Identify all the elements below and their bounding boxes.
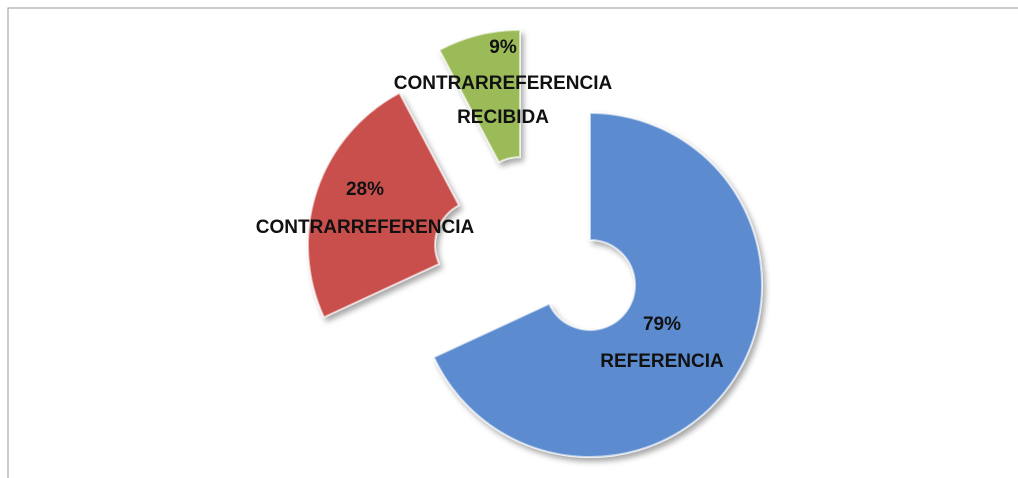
category-label: CONTRARREFERENCIA (255, 217, 475, 238)
value-label: 28% (345, 179, 385, 200)
doughnut-segment (438, 28, 521, 164)
category-label: CONTRARREFERENCIA RECIBIDA (393, 73, 613, 128)
doughnut-segment (307, 91, 461, 319)
doughnut-segment (432, 111, 763, 458)
category-label: REFERENCIA (600, 351, 724, 372)
value-label: 9% (489, 37, 517, 58)
frame (7, 7, 1018, 478)
value-label: 79% (642, 314, 682, 335)
